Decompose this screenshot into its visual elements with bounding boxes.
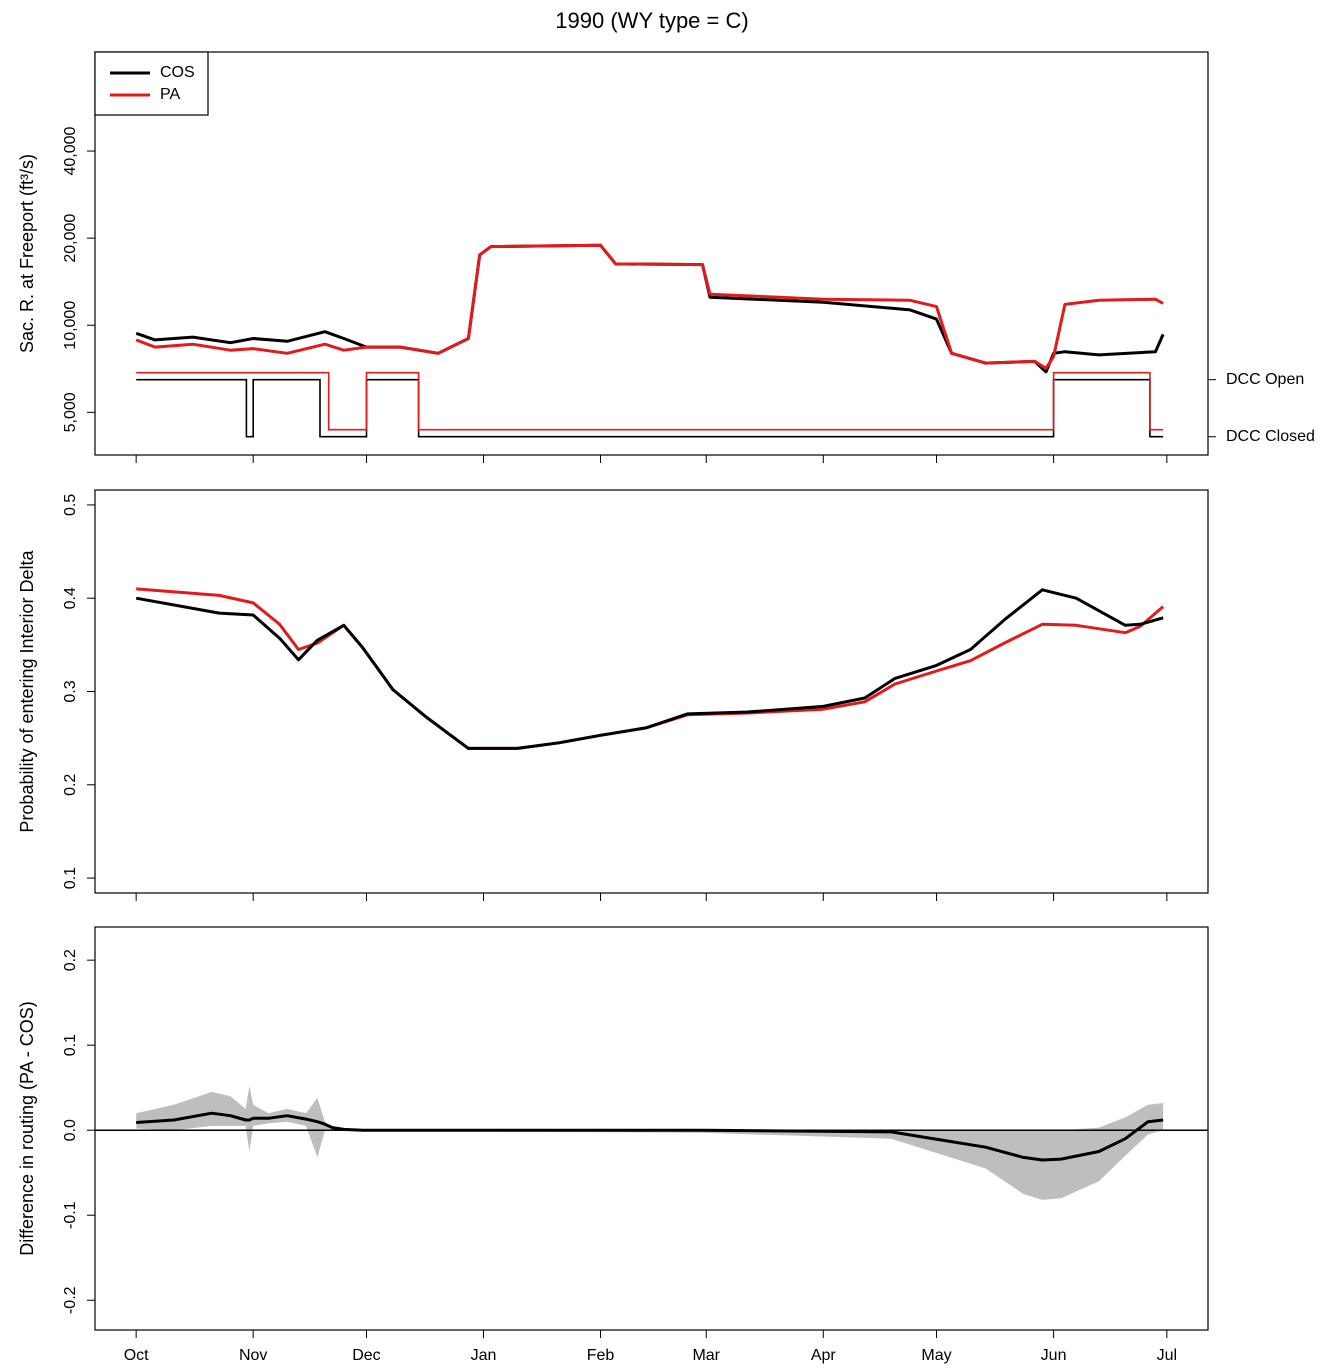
band xyxy=(136,1086,1164,1200)
x-tick-label: Apr xyxy=(811,1347,837,1364)
dcc-step xyxy=(136,378,1164,438)
mean-line xyxy=(136,1111,1164,1162)
y-tick-label: 0.4 xyxy=(62,587,79,609)
x-tick-label: May xyxy=(921,1347,951,1364)
y-tick-label: 10,000 xyxy=(62,301,79,350)
legend-label: COS xyxy=(160,64,195,81)
y-tick-label: 40,000 xyxy=(62,126,79,175)
y-tick-label: -0.1 xyxy=(62,1201,79,1229)
y-tick-label: 0.1 xyxy=(62,867,79,889)
x-tick-label: Nov xyxy=(239,1347,267,1364)
y-tick-label: 0.1 xyxy=(62,1034,79,1056)
x-tick-label: Jan xyxy=(471,1347,497,1364)
x-tick-label: Feb xyxy=(587,1347,615,1364)
legend-box xyxy=(94,51,209,116)
x-tick-label: Mar xyxy=(692,1347,720,1364)
y-axis-label: Sac. R. at Freeport (ft³/s) xyxy=(17,154,37,353)
y-tick-label: -0.2 xyxy=(62,1286,79,1314)
x-tick-label: Dec xyxy=(352,1347,380,1364)
y2-tick-label: DCC Closed xyxy=(1226,428,1315,445)
x-tick-label: Oct xyxy=(124,1347,149,1364)
y-tick-label: 0.2 xyxy=(62,774,79,796)
x-tick-label: Jul xyxy=(1157,1347,1177,1364)
y-axis-label: Difference in routing (PA - COS) xyxy=(17,1001,37,1255)
series-line xyxy=(135,243,1164,370)
y-tick-label: 0.2 xyxy=(62,949,79,971)
y2-tick-label: DCC Open xyxy=(1226,371,1304,388)
plot-frame xyxy=(94,489,1209,894)
x-tick-label: Jun xyxy=(1041,1347,1067,1364)
dcc-step xyxy=(136,371,1164,431)
y-tick-label: 0.5 xyxy=(62,494,79,516)
y-tick-label: 20,000 xyxy=(62,214,79,263)
plot-frame xyxy=(94,926,1209,1331)
y-tick-label: 0.3 xyxy=(62,680,79,702)
y-tick-label: 5,000 xyxy=(62,392,79,432)
legend-label: PA xyxy=(160,86,180,103)
y-axis-label: Probability of entering Interior Delta xyxy=(17,549,37,832)
chart-title: 1990 (WY type = C) xyxy=(555,8,748,33)
y-tick-label: 0.0 xyxy=(62,1119,79,1141)
plot-frame xyxy=(94,51,1209,456)
series-line xyxy=(136,587,1165,750)
series-line xyxy=(135,588,1164,750)
